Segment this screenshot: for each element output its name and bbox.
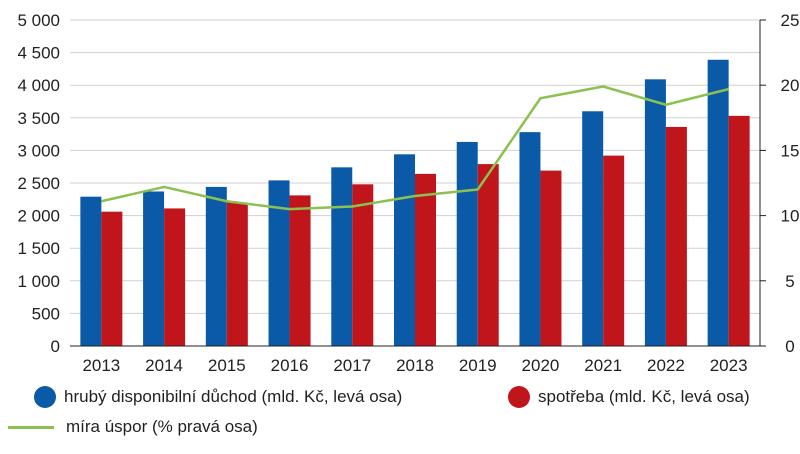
left-tick-label: 2 000 <box>17 207 60 226</box>
legend-label-consumption: spotřeba (mld. Kč, levá osa) <box>538 387 750 406</box>
left-tick-label: 4 000 <box>17 76 60 95</box>
line-saving-rate <box>101 85 729 211</box>
x-tick-label: 2015 <box>208 356 246 375</box>
bar-consumption <box>540 170 562 346</box>
legend-label-income: hrubý disponibilní důchod (mld. Kč, levá… <box>64 387 403 406</box>
left-tick-label: 1 000 <box>17 272 60 291</box>
right-tick-label: 10 <box>781 207 800 226</box>
bar-income <box>644 79 666 346</box>
bar-consumption <box>101 211 123 346</box>
left-tick-label: 1 500 <box>17 239 60 258</box>
bar-income <box>582 111 604 346</box>
bar-consumption <box>603 155 625 346</box>
bar-income <box>268 180 290 346</box>
left-tick-label: 3 500 <box>17 109 60 128</box>
bar-consumption <box>477 164 499 346</box>
right-tick-label: 25 <box>781 11 800 30</box>
x-tick-label: 2019 <box>459 356 497 375</box>
left-tick-label: 5 000 <box>17 11 60 30</box>
bar-consumption <box>728 115 750 347</box>
legend-swatch-income <box>34 386 56 408</box>
legend-item-income: hrubý disponibilní důchod (mld. Kč, levá… <box>34 386 402 408</box>
bar-income <box>707 59 729 346</box>
left-tick-label: 3 000 <box>17 141 60 160</box>
bar-income <box>456 141 478 346</box>
left-tick-label: 0 <box>51 337 60 356</box>
bar-income <box>519 132 541 346</box>
x-tick-label: 2022 <box>647 356 685 375</box>
x-tick-label: 2014 <box>145 356 183 375</box>
left-tick-label: 2 500 <box>17 174 60 193</box>
bar-consumption <box>415 173 436 346</box>
bar-consumption <box>164 208 186 346</box>
left-tick-label: 4 500 <box>17 44 60 63</box>
right-tick-label: 15 <box>781 141 800 160</box>
legend-swatch-saving-rate <box>8 425 54 429</box>
left-tick-label: 500 <box>32 304 60 323</box>
legend-item-consumption: spotřeba (mld. Kč, levá osa) <box>508 386 750 408</box>
x-tick-label: 2023 <box>710 356 748 375</box>
x-tick-label: 2017 <box>333 356 371 375</box>
x-tick-label: 2018 <box>396 356 434 375</box>
right-tick-label: 0 <box>785 337 794 356</box>
bar-income <box>143 191 165 346</box>
bar-income <box>80 196 102 346</box>
bar-consumption <box>352 184 374 346</box>
legend-label-saving-rate: míra úspor (% pravá osa) <box>66 417 258 436</box>
legend-swatch-consumption <box>508 386 530 408</box>
x-tick-label: 2021 <box>584 356 622 375</box>
x-tick-label: 2016 <box>271 356 309 375</box>
bar-consumption <box>226 202 248 346</box>
bar-income <box>331 167 353 346</box>
right-tick-label: 5 <box>785 272 794 291</box>
bar-income <box>205 186 227 346</box>
x-tick-label: 2020 <box>522 356 560 375</box>
legend-item-saving-rate: míra úspor (% pravá osa) <box>8 417 258 437</box>
right-tick-label: 20 <box>781 76 800 95</box>
bar-income <box>394 154 415 346</box>
bar-consumption <box>289 195 311 346</box>
x-tick-label: 2013 <box>82 356 120 375</box>
bar-consumption <box>665 126 687 346</box>
